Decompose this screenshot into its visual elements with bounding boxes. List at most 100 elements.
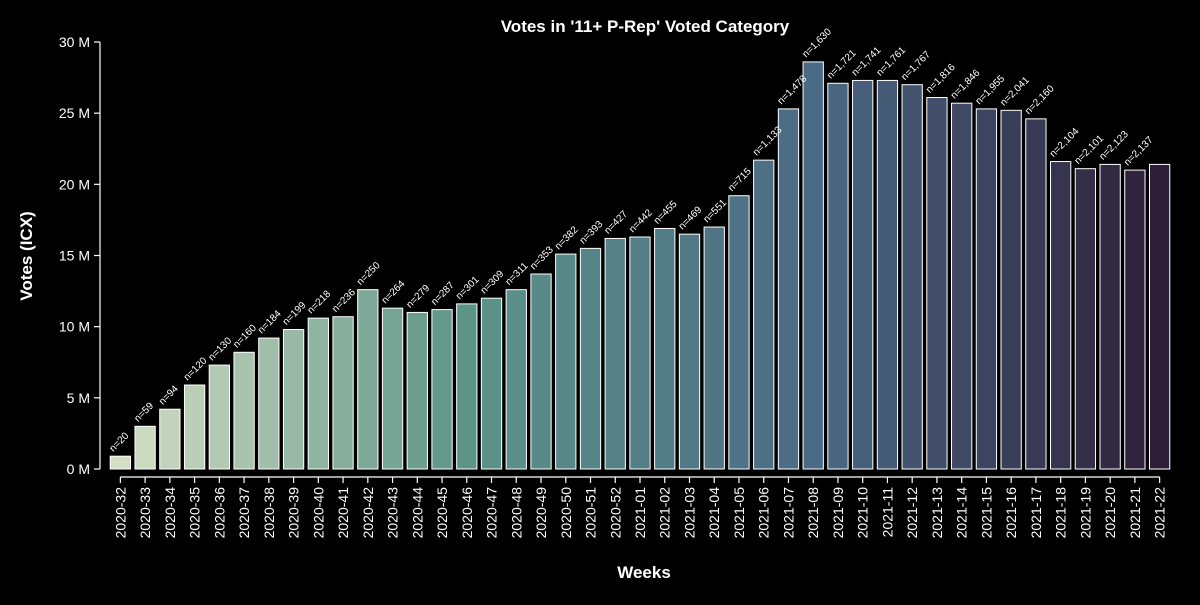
bar-2021-02 [654,227,676,470]
bar-count-label: n=301 [454,274,482,302]
bars-layer [109,61,1171,470]
bar-2021-11 [876,79,899,470]
bar-2021-08 [802,61,824,470]
x-axis: 2020-32 2020-33 2020-34 2020-35 2020-36 2020-… [112,476,1168,539]
x-tick-label: 2020-47 [484,487,500,539]
y-tick-label: 25 M [59,105,90,121]
bar-2020-47 [480,297,503,470]
bar-2020-46 [456,303,478,470]
x-tick-label: 2021-17 [1028,487,1044,539]
bar-count-label: n=94 [157,383,181,407]
bar-2021-07 [777,108,800,470]
bar-count-label: n=353 [528,244,556,272]
bar-2021-03 [678,233,701,470]
x-tick-label: 2020-37 [236,487,252,539]
bar-2021-20 [1099,163,1121,470]
x-tick-label: 2020-52 [607,487,623,539]
bar-2021-19 [1074,168,1097,470]
bar-2021-13 [926,97,948,470]
x-tick-label: 2021-09 [830,487,846,539]
x-tick-label: 2020-49 [533,487,549,539]
y-tick-label: 30 M [59,34,90,50]
x-tick-label: 2020-45 [434,487,450,539]
bar-count-label: n=551 [701,197,729,225]
bar-2021-04 [703,226,725,470]
x-tick-label: 2020-32 [112,487,128,539]
x-tick-label: 2020-36 [211,487,227,539]
x-tick-label: 2020-39 [286,487,302,539]
bar-count-label: n=287 [429,280,457,308]
x-tick-label: 2020-46 [459,487,475,539]
x-tick-label: 2021-05 [731,487,747,539]
bar-2021-15 [975,108,998,470]
bar-2021-09 [827,82,849,470]
bar-2020-33 [134,425,156,470]
y-tick-label: 0 M [67,461,90,477]
x-tick-label: 2021-14 [954,487,970,539]
bar-2021-18 [1050,161,1072,470]
x-tick-label: 2021-08 [805,487,821,539]
bar-2020-38 [258,337,280,470]
bar-count-label: n=130 [207,335,235,363]
bar-2020-32 [109,455,132,470]
x-tick-label: 2020-41 [335,487,351,539]
bar-2020-50 [555,253,577,470]
bar-count-label: n=120 [182,355,210,383]
x-tick-label: 2021-11 [879,487,895,538]
bar-count-label: n=393 [578,219,606,247]
x-tick-label: 2021-10 [855,487,871,539]
bar-2021-06 [753,159,775,470]
x-tick-label: 2021-07 [780,487,796,539]
bar-count-label: n=1,721 [825,48,859,82]
bar-count-label: n=1,630 [800,26,834,60]
x-tick-label: 2020-43 [385,487,401,539]
bar-count-label: n=309 [479,268,507,296]
bar-count-label: n=199 [281,300,309,328]
bar-2020-51 [579,247,602,470]
y-tick-label: 20 M [59,176,90,192]
bar-2020-40 [307,317,329,470]
bar-2020-48 [505,289,527,470]
bar-count-label: n=59 [132,400,156,424]
bar-2020-41 [332,316,354,470]
bar-2020-39 [282,329,305,470]
bar-2020-52 [604,237,626,470]
x-tick-label: 2021-01 [632,487,648,539]
x-tick-label: 2020-34 [162,487,178,539]
bar-2020-36 [208,364,230,470]
x-tick-label: 2021-02 [657,487,673,539]
bar-2021-21 [1124,169,1146,470]
bar-count-label: n=469 [677,204,705,232]
x-tick-label: 2020-33 [137,487,153,539]
bar-count-label: n=264 [380,278,408,306]
bar-2020-35 [183,384,206,470]
bar-count-label: n=715 [726,166,754,194]
bar-count-label: n=455 [652,199,680,227]
y-tick-label: 5 M [67,390,90,406]
x-tick-label: 2020-38 [261,487,277,539]
x-tick-label: 2020-51 [583,487,599,539]
bar-count-label: n=279 [405,283,433,311]
bar-count-label: n=2,160 [1023,83,1057,117]
x-tick-label: 2021-06 [756,487,772,539]
x-tick-label: 2020-42 [360,487,376,539]
x-tick-label: 2020-35 [187,487,203,539]
bar-2021-17 [1025,118,1047,470]
bar-count-label: n=442 [627,207,655,235]
bar-2020-45 [431,309,453,470]
x-tick-label: 2021-19 [1077,487,1093,539]
x-axis-label: Weeks [617,563,671,582]
bar-count-label: n=236 [330,287,358,315]
x-tick-label: 2020-50 [558,487,574,539]
bar-2020-44 [406,311,428,470]
bar-2021-22 [1148,163,1171,470]
bar-count-label: n=20 [108,430,132,454]
y-tick-label: 10 M [59,319,90,335]
chart-title: Votes in '11+ P-Rep' Voted Category [501,17,790,36]
x-tick-label: 2021-16 [1003,487,1019,539]
x-tick-label: 2020-48 [508,487,524,539]
x-tick-label: 2021-04 [706,487,722,539]
bar-2020-37 [233,351,255,470]
